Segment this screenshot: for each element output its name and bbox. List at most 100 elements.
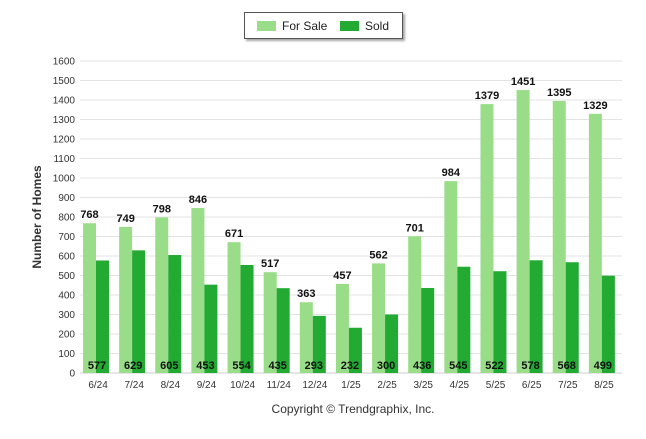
x-tick-label: 4/25 <box>450 380 470 391</box>
bar-sold <box>529 260 543 373</box>
data-label-sold: 232 <box>341 360 359 372</box>
bar-for-sale <box>83 223 96 373</box>
bar-for-sale <box>480 104 494 373</box>
y-tick-label: 1200 <box>53 135 76 146</box>
y-tick-label: 1000 <box>53 174 76 185</box>
data-label-for-sale: 1395 <box>547 87 571 99</box>
data-label-sold: 499 <box>594 360 612 372</box>
data-label-for-sale: 517 <box>261 258 279 270</box>
data-label-sold: 605 <box>160 360 178 372</box>
bar-sold <box>168 255 182 373</box>
x-tick-label: 9/24 <box>197 380 217 391</box>
y-tick-label: 1500 <box>53 76 76 87</box>
bar-sold <box>385 314 399 373</box>
bar-sold <box>457 266 471 373</box>
y-tick-label: 800 <box>58 213 75 224</box>
bar-for-sale <box>119 226 133 373</box>
bar-for-sale <box>299 302 313 373</box>
data-label-for-sale: 984 <box>442 167 461 179</box>
bar-sold <box>493 271 507 373</box>
legend-swatch-sold <box>340 21 359 31</box>
x-tick-label: 12/24 <box>302 380 327 391</box>
data-label-sold: 300 <box>377 360 395 372</box>
y-tick-label: 400 <box>58 291 75 302</box>
y-tick-label: 1100 <box>53 154 75 165</box>
y-tick-label: 1600 <box>53 57 76 68</box>
bar-for-sale <box>588 113 602 373</box>
data-label-sold: 522 <box>485 360 503 372</box>
data-label-for-sale: 768 <box>80 209 98 221</box>
bar-sold <box>312 315 326 373</box>
copyright-text: Copyright © Trendgraphix, Inc. <box>271 402 435 416</box>
data-label-sold: 293 <box>305 360 323 372</box>
y-tick-label: 0 <box>69 369 75 380</box>
data-label-for-sale: 701 <box>406 222 424 234</box>
y-tick-label: 1400 <box>53 96 76 107</box>
x-tick-label: 8/24 <box>161 380 181 391</box>
data-label-for-sale: 1379 <box>475 90 499 102</box>
y-tick-label: 300 <box>58 310 75 321</box>
data-label-for-sale: 671 <box>225 228 243 240</box>
bar-for-sale <box>335 283 349 373</box>
data-label-for-sale: 363 <box>297 288 315 300</box>
data-label-sold: 568 <box>558 360 576 372</box>
y-tick-label: 500 <box>58 271 75 282</box>
data-label-sold: 453 <box>196 360 214 372</box>
bar-for-sale <box>263 272 277 373</box>
bar-sold <box>204 284 218 373</box>
data-label-for-sale: 749 <box>116 213 134 225</box>
data-label-for-sale: 798 <box>153 203 171 215</box>
bar-sold <box>240 264 254 373</box>
data-label-for-sale: 1329 <box>583 100 607 112</box>
data-label-for-sale: 562 <box>369 249 387 261</box>
data-label-sold: 435 <box>268 360 286 372</box>
legend-swatch-for-sale <box>257 21 276 31</box>
x-tick-label: 7/24 <box>124 380 144 391</box>
bar-sold <box>96 260 109 373</box>
bar-for-sale <box>191 208 205 373</box>
data-label-sold: 554 <box>232 360 251 372</box>
x-tick-label: 6/24 <box>88 380 108 391</box>
bar-sold <box>132 250 146 373</box>
y-tick-label: 600 <box>58 252 75 263</box>
y-axis-title: Number of Homes <box>30 165 44 269</box>
y-tick-label: 100 <box>58 349 75 360</box>
data-label-sold: 629 <box>124 360 142 372</box>
y-tick-label: 700 <box>58 232 75 243</box>
x-tick-label: 7/25 <box>558 380 578 391</box>
bar-sold <box>421 287 435 373</box>
data-label-for-sale: 846 <box>189 194 207 206</box>
x-tick-label: 11/24 <box>267 380 292 391</box>
bar-for-sale <box>552 100 566 373</box>
data-label-sold: 436 <box>413 360 431 372</box>
x-tick-label: 6/25 <box>522 380 542 391</box>
bar-sold <box>601 275 615 373</box>
data-label-sold: 577 <box>88 360 106 372</box>
x-tick-label: 2/25 <box>377 380 397 391</box>
data-label-for-sale: 457 <box>333 270 351 282</box>
bar-sold <box>565 262 579 373</box>
legend-label-sold: Sold <box>365 19 390 33</box>
y-tick-label: 200 <box>58 330 75 341</box>
y-tick-label: 900 <box>58 193 75 204</box>
bar-for-sale <box>408 236 422 373</box>
y-tick-label: 1300 <box>53 115 76 126</box>
data-label-sold: 578 <box>521 360 539 372</box>
bar-sold <box>276 288 290 373</box>
data-label-for-sale: 1451 <box>511 76 535 88</box>
x-tick-label: 10/24 <box>230 380 255 391</box>
bar-for-sale <box>155 217 169 373</box>
x-tick-label: 5/25 <box>486 380 506 391</box>
legend: For Sale Sold <box>244 12 403 39</box>
legend-label-for-sale: For Sale <box>282 19 328 33</box>
bar-for-sale <box>372 263 386 373</box>
data-label-sold: 545 <box>449 360 467 372</box>
x-tick-label: 3/25 <box>414 380 434 391</box>
bar-for-sale <box>444 181 458 373</box>
x-tick-label: 8/25 <box>594 380 614 391</box>
bar-sold <box>348 327 362 373</box>
bar-for-sale <box>516 90 530 374</box>
bar-for-sale <box>227 242 241 373</box>
